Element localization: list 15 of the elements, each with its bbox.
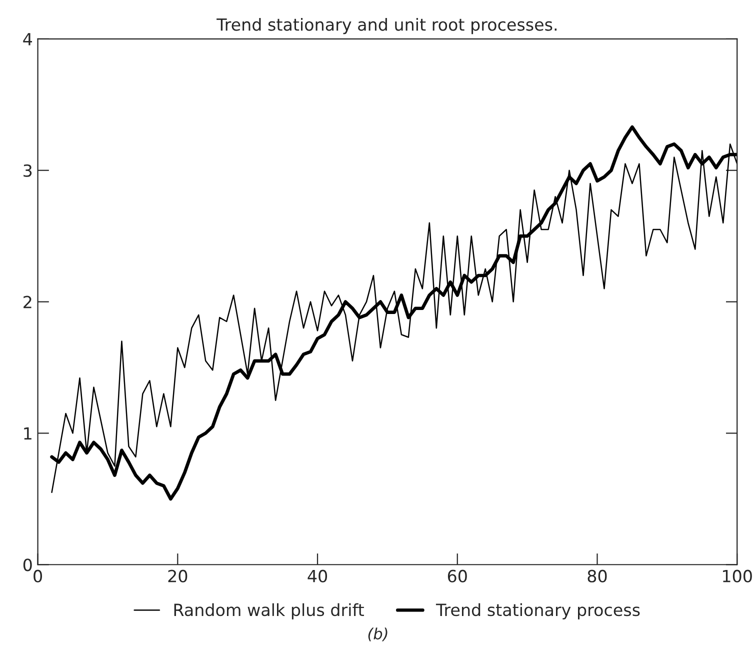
x-tick-label: 100 (723, 570, 752, 582)
x-tick-label: 40 (308, 570, 328, 582)
y-tick-label: 3 (24, 164, 32, 177)
x-tick-label: 0 (34, 570, 42, 582)
y-tick-label: 2 (24, 296, 32, 308)
x-tick-label: 80 (588, 570, 607, 582)
chart-title: Trend stationary and unit root processes. (216, 18, 557, 34)
y-tick-label: 0 (23, 558, 32, 572)
y-tick-label: 4 (23, 33, 32, 46)
legend-label: Trend stationary process (436, 603, 640, 620)
y-tick-label: 1 (24, 427, 32, 440)
x-tick-label: 60 (448, 570, 467, 582)
x-tick-label: 20 (168, 570, 188, 582)
text: (b) (368, 628, 388, 642)
legend-label: Random walk plus drift (174, 603, 364, 620)
